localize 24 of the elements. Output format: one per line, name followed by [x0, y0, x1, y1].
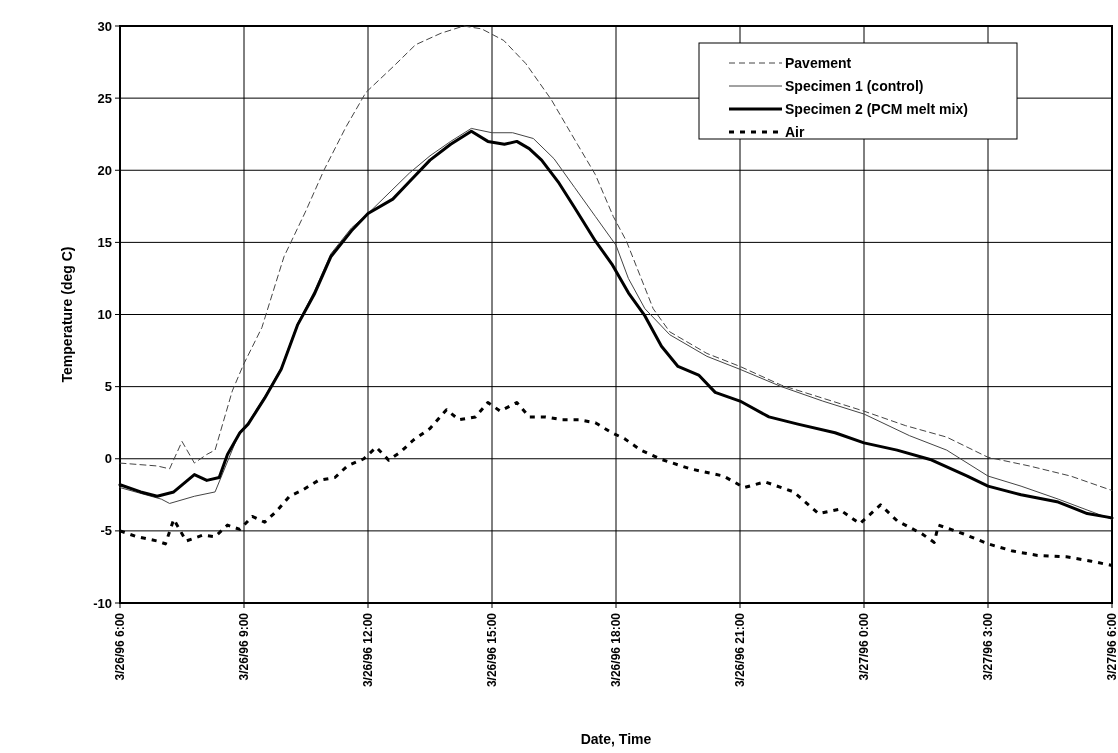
y-tick-label: 10: [97, 307, 112, 323]
x-tick-label: 3/26/96 18:00: [609, 612, 624, 688]
y-tick-label: -5: [100, 523, 112, 539]
x-tick-label: 3/27/96 0:00: [857, 612, 872, 681]
legend-label: Specimen 2 (PCM melt mix): [785, 100, 968, 117]
x-tick-label: 3/26/96 12:00: [361, 612, 376, 688]
y-tick-label: 5: [104, 379, 112, 395]
legend-label: Air: [785, 123, 805, 140]
y-axis-title: Temperature (deg C): [59, 246, 75, 383]
x-tick-label: 3/26/96 15:00: [485, 612, 500, 688]
x-tick-label: 3/27/96 6:00: [1105, 612, 1118, 681]
y-tick-label: -10: [93, 595, 112, 611]
y-tick-label: 0: [104, 451, 112, 467]
y-tick-label: 30: [97, 18, 112, 34]
x-tick-label: 3/26/96 21:00: [733, 612, 748, 688]
x-tick-label: 3/26/96 6:00: [113, 612, 128, 681]
legend-label: Pavement: [785, 54, 852, 71]
y-tick-label: 25: [97, 90, 112, 106]
y-tick-label: 15: [97, 234, 112, 250]
legend-label: Specimen 1 (control): [785, 77, 924, 94]
x-axis-title: Date, Time: [580, 731, 652, 747]
x-tick-label: 3/26/96 9:00: [237, 612, 252, 681]
x-tick-label: 3/27/96 3:00: [981, 612, 996, 681]
y-tick-label: 20: [97, 162, 112, 178]
